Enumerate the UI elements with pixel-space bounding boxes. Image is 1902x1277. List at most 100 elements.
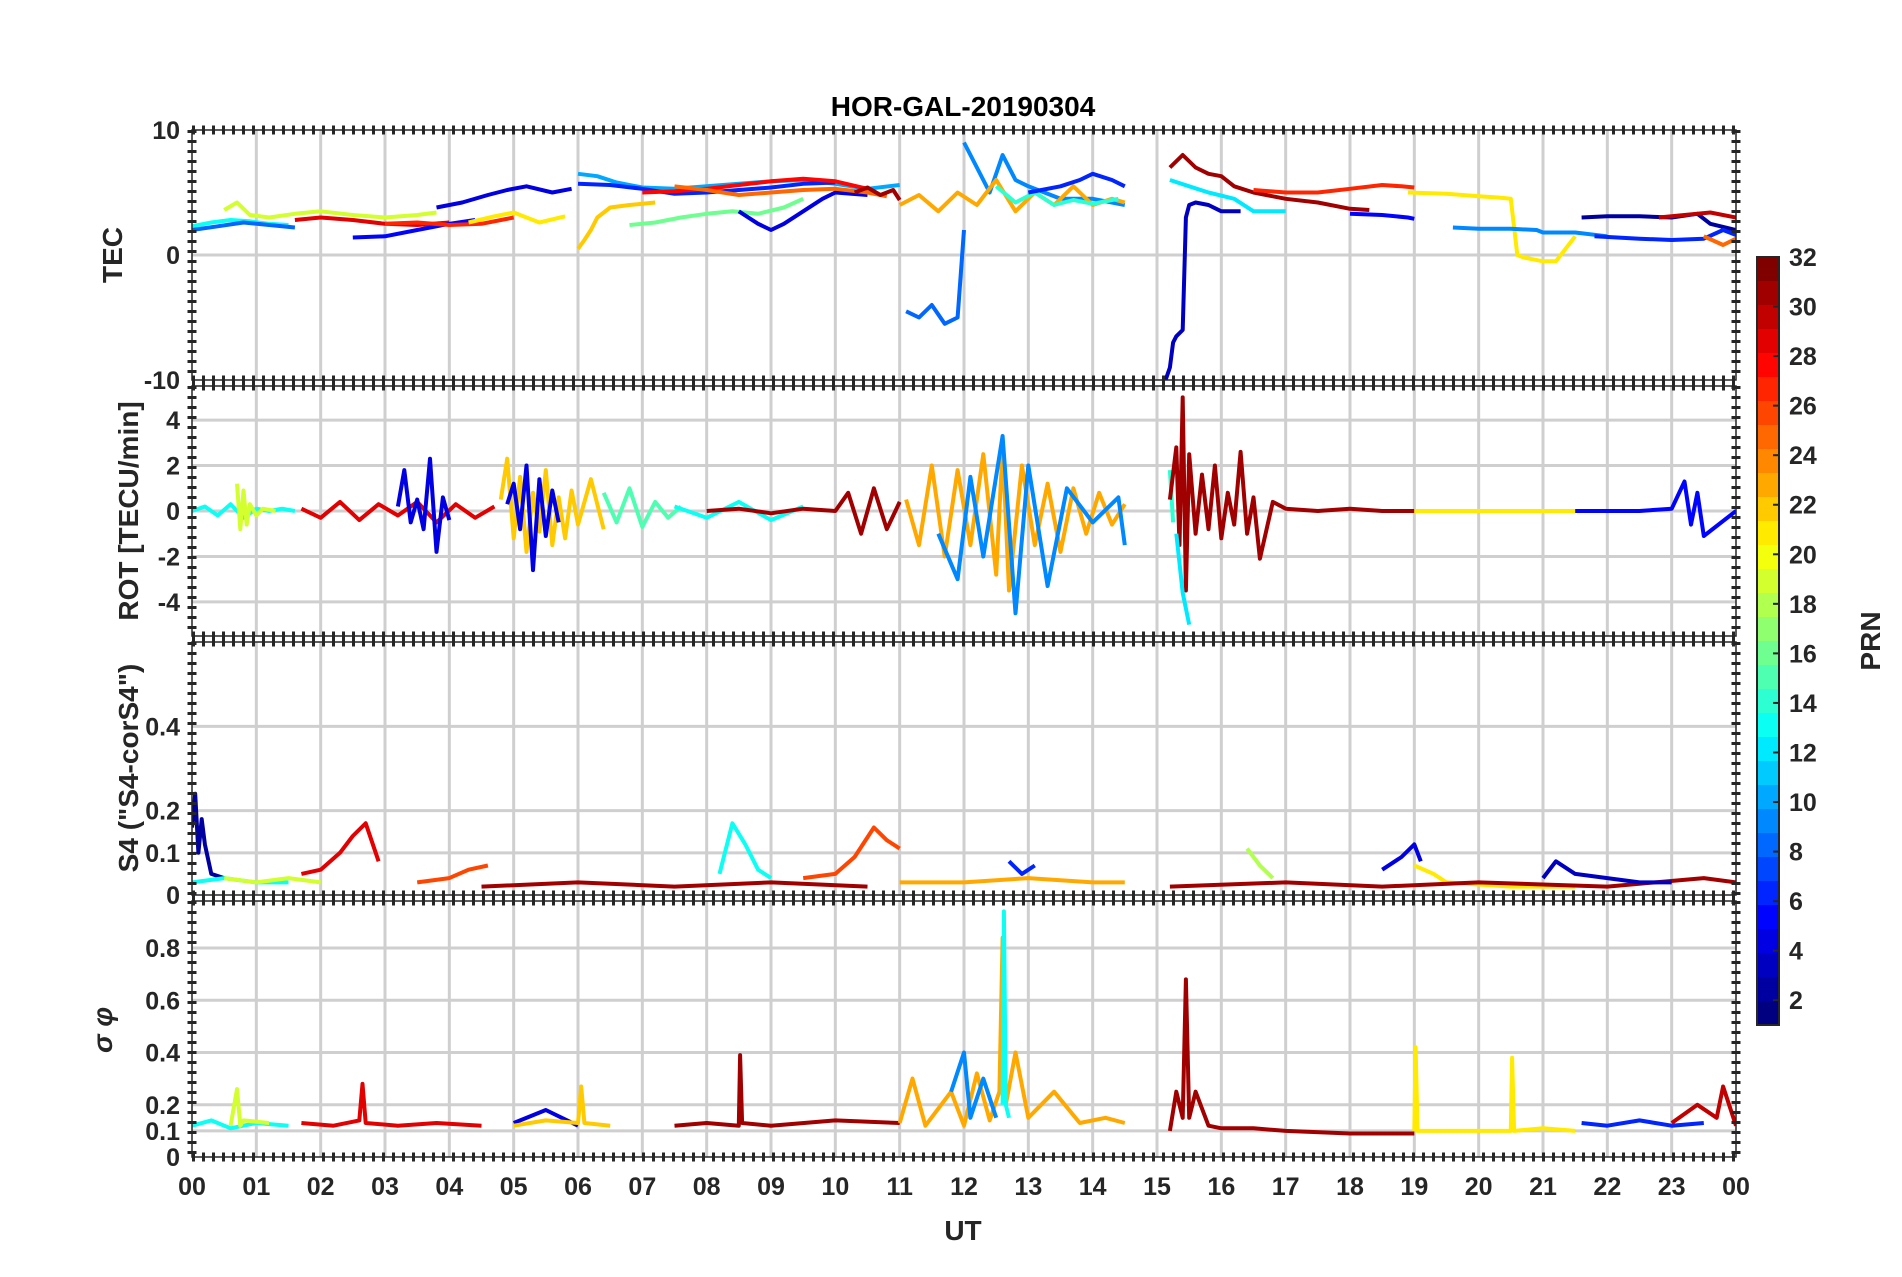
colorbar-tick-label: 12 [1789,739,1817,767]
y-tick-label: -10 [144,367,180,395]
series-prn-29 [300,499,496,525]
axis-frame [191,900,1737,1158]
sigma-phi-y-axis-label: σ φ [87,1007,118,1053]
series-prn-12 [1174,533,1192,626]
series-prn-22 [498,456,606,554]
series-prn-13 [192,502,296,520]
series-prn-27 [384,215,515,227]
y-tick-label: -4 [158,589,180,617]
y-tick-label: 0.1 [145,1118,180,1146]
axis-frame [191,641,1737,896]
series-prn-13 [673,499,804,523]
x-tick-label: 10 [821,1173,849,1201]
rot-y-axis-label: ROT [TECU/min] [113,401,144,620]
colorbar-bar [1756,256,1780,1026]
x-tick-label: 06 [564,1173,592,1201]
y-tick-label: 0.4 [145,713,180,741]
axis-frame [191,385,1737,637]
series-prn-18 [1245,847,1275,880]
series-prn-4 [505,463,561,573]
series-prn-6 [577,180,836,196]
series-prn-6 [1007,859,1036,876]
series-prn-3 [1163,200,1241,380]
colorbar-label: PRN [1855,611,1886,670]
panel-rot: 4 2 0 -2 -4 [158,381,1741,641]
series-group-rot [192,395,1736,626]
series-prn-31 [1167,395,1415,593]
x-tick-label: 01 [242,1173,270,1201]
series-prn-8 [192,220,296,232]
y-tick-label: -2 [158,543,180,571]
series-prn-6 [1594,228,1736,242]
series-prn-13 [717,821,773,880]
x-tick-label: 20 [1465,1173,1493,1201]
x-tick-label: 08 [693,1173,721,1201]
x-tick-label: 23 [1658,1173,1686,1201]
series-prn-27 [1253,183,1415,195]
series-prn-19 [228,1087,270,1128]
colorbar-tick-label: 10 [1789,789,1817,817]
x-tick-label: 17 [1272,1173,1300,1201]
series-prn-5 [352,218,476,240]
series-prn-16 [629,196,805,227]
y-tick-label: 0 [166,498,180,526]
colorbar-tick-label: 24 [1789,442,1817,470]
x-tick-label: 13 [1014,1173,1042,1201]
x-tick-label: 16 [1207,1173,1235,1201]
chart-title: HOR-GAL-20190304 [831,91,1096,122]
x-tick-label: 11 [886,1173,913,1201]
series-prn-9 [949,1050,999,1120]
series-group-tec [192,141,1736,380]
x-tick-label: 00 [178,1173,206,1201]
series-prn-26 [416,863,489,885]
colorbar-tick-label: 8 [1789,839,1803,867]
colorbar-tick-label: 30 [1789,294,1817,322]
series-prn-4 [436,184,572,210]
series-prn-21 [1412,1045,1576,1133]
panel-s4: 0.4 0.2 0.1 0 [145,637,1741,910]
series-prn-9 [936,434,1127,616]
series-prn-9 [962,141,1126,207]
series-prn-25 [674,184,888,199]
series-prn-19 [235,483,276,532]
series-prn-31 [706,486,902,536]
x-tick-label: 07 [628,1173,656,1201]
panel-sigma_phi: 0.8 0.6 0.4 0.20.10 [145,896,1741,1172]
panels: 100-10420-2-40.40.20.100.80.60.40.20.10T… [87,117,1750,1201]
y-tick-label: 0.1 [145,840,180,868]
series-prn-5 [1575,479,1736,538]
series-prn-31 [1169,876,1736,889]
x-tick-label: 00 [1722,1173,1750,1201]
series-prn-26 [802,825,901,881]
x-axis-label: UT [944,1215,981,1246]
colorbar-tick-label: 26 [1789,393,1817,421]
axis-frame [191,129,1737,381]
x-tick-label: 05 [500,1173,528,1201]
y-tick-label: 0.8 [145,935,180,963]
series-prn-15 [601,486,683,529]
series-prn-30 [1658,210,1736,220]
y-tick-label: 0.6 [145,987,180,1015]
series-prn-4 [1381,842,1423,872]
series-prn-5 [1349,211,1415,221]
y-tick-label: 0.4 [145,1040,180,1068]
colorbar-tick-label: 4 [1789,938,1803,966]
series-prn-31 [674,1053,900,1128]
colorbar-tick-label: 28 [1789,343,1817,371]
series-prn-8 [905,229,966,326]
y-tick-label: 0.2 [145,1092,180,1120]
series-prn-31 [1167,977,1415,1136]
colorbar-tick-label: 18 [1789,591,1817,619]
series-prn-12 [1169,178,1286,214]
x-tick-label: 21 [1529,1173,1557,1201]
y-tick-label: 0.2 [145,798,180,826]
colorbar-tick-label: 16 [1789,640,1817,668]
y-tick-label: 0 [166,242,180,270]
series-prn-23 [897,935,1126,1128]
series-prn-13 [1000,909,1011,1119]
x-tick-label: 14 [1079,1173,1107,1201]
series-prn-23 [904,445,1127,593]
series-prn-31 [481,880,868,889]
series-prn-3 [1541,859,1672,885]
